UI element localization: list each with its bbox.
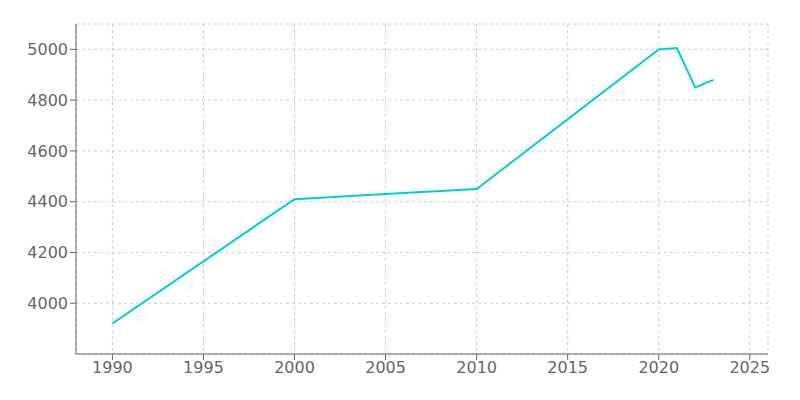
svg-text:2000: 2000 bbox=[274, 358, 315, 377]
svg-text:4800: 4800 bbox=[27, 91, 68, 110]
svg-text:2010: 2010 bbox=[456, 358, 497, 377]
svg-text:5000: 5000 bbox=[27, 40, 68, 59]
svg-text:2005: 2005 bbox=[365, 358, 406, 377]
svg-text:2025: 2025 bbox=[729, 358, 770, 377]
svg-text:1990: 1990 bbox=[92, 358, 133, 377]
svg-text:2020: 2020 bbox=[638, 358, 679, 377]
svg-text:4600: 4600 bbox=[27, 142, 68, 161]
svg-text:1995: 1995 bbox=[183, 358, 224, 377]
svg-text:4400: 4400 bbox=[27, 192, 68, 211]
svg-text:4200: 4200 bbox=[27, 243, 68, 262]
svg-text:4000: 4000 bbox=[27, 294, 68, 313]
svg-text:2015: 2015 bbox=[547, 358, 588, 377]
